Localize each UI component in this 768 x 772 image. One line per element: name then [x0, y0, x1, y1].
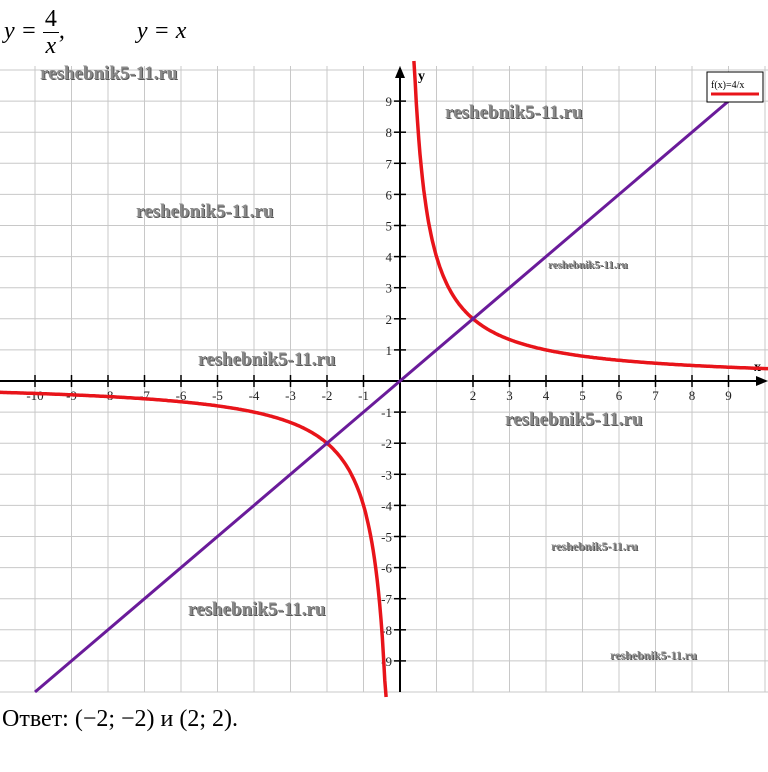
intersection-point: [471, 316, 475, 321]
equation-1-lhs: y =: [4, 18, 43, 45]
y-tick-label: 7: [386, 156, 393, 171]
y-tick-label: -2: [381, 436, 392, 451]
watermark: reshebnik5-11.ru: [610, 648, 697, 662]
y-tick-label: 8: [386, 125, 393, 140]
watermark: reshebnik5-11.ru: [548, 259, 628, 271]
y-tick-label: 6: [386, 187, 393, 202]
series-line-y-equals-x: [34, 71, 763, 694]
x-tick-label: 9: [725, 388, 732, 403]
y-tick-label: -7: [381, 592, 392, 607]
series-hyperbola-left-branch: [0, 390, 388, 698]
intersection-point: [325, 441, 329, 446]
x-tick-label: -6: [176, 388, 187, 403]
y-tick-label: 5: [386, 219, 393, 234]
equation-2: y = x: [136, 18, 187, 45]
y-tick-label: 1: [386, 343, 393, 358]
x-tick-label: -4: [249, 388, 260, 403]
fraction-denominator: x: [45, 33, 57, 59]
watermark: reshebnik5-11.ru: [40, 63, 178, 84]
watermark: reshebnik5-11.ru: [445, 102, 583, 123]
x-tick-label: -10: [26, 388, 43, 403]
y-tick-label: 4: [386, 250, 393, 265]
y-tick-label: -3: [381, 467, 392, 482]
y-tick-label: -8: [381, 623, 392, 638]
watermark: reshebnik5-11.ru: [505, 409, 643, 430]
legend-label: f(x)=4/x: [711, 80, 744, 91]
y-tick-label: -4: [381, 498, 392, 513]
fraction-numerator: 4: [42, 6, 59, 33]
x-tick-label: -5: [212, 388, 223, 403]
y-tick-label: 9: [386, 94, 393, 109]
y-tick-label: -6: [381, 561, 392, 576]
watermark: reshebnik5-11.ru: [198, 349, 336, 370]
x-tick-label: -3: [285, 388, 296, 403]
x-tick-label: -2: [322, 388, 333, 403]
equation-separator: ,: [58, 18, 65, 45]
y-tick-label: -9: [381, 654, 392, 669]
y-tick-label: 2: [386, 312, 393, 327]
x-tick-label: 3: [506, 388, 513, 403]
x-tick-label: 7: [652, 388, 659, 403]
x-tick-label: 2: [470, 388, 477, 403]
watermark: reshebnik5-11.ru: [188, 599, 326, 620]
x-tick-label: 5: [579, 388, 586, 403]
x-tick-label: 8: [689, 388, 696, 403]
series-hyperbola-right-branch: [412, 60, 768, 371]
y-tick-label: -5: [381, 530, 392, 545]
y-axis-arrow: [395, 66, 405, 78]
x-tick-label: 4: [543, 388, 550, 403]
x-tick-label: -7: [139, 388, 150, 403]
legend-box: [706, 71, 764, 103]
y-tick-label: 3: [386, 281, 393, 296]
y-axis-label: y: [418, 69, 425, 84]
x-tick-label: -1: [358, 388, 369, 403]
x-tick-label: 6: [616, 388, 623, 403]
y-tick-label: -1: [381, 405, 392, 420]
watermark: reshebnik5-11.ru: [136, 201, 274, 222]
watermark: reshebnik5-11.ru: [551, 539, 638, 553]
x-axis-arrow: [756, 376, 768, 386]
answer-text: Ответ: (−2; −2) и (2; 2).: [2, 706, 239, 732]
